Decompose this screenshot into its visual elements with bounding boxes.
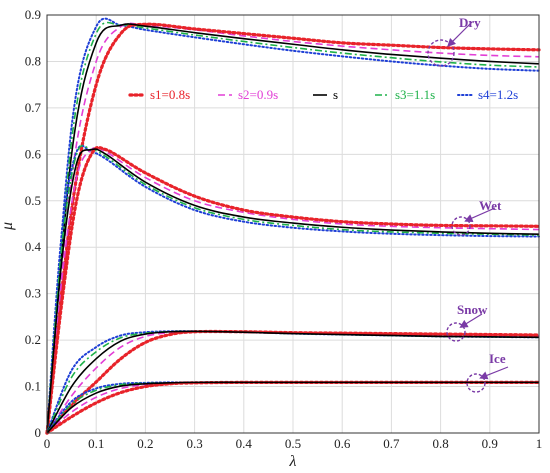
- legend-label: s3=1.1s: [395, 87, 435, 102]
- series-line-ice-s: [46, 381, 539, 434]
- series-layer: [45, 17, 541, 435]
- y-tick-label: 0.8: [25, 53, 41, 68]
- annotation-arrow: [479, 366, 509, 380]
- y-tick-label: 0.2: [25, 332, 41, 347]
- x-tick-label: 0: [44, 436, 51, 451]
- legend-label: s1=0.8s: [150, 87, 190, 102]
- x-axis-label: λ: [289, 453, 297, 470]
- x-tick-label: 0.3: [186, 436, 202, 451]
- series-line-wet-s108s: [45, 145, 541, 435]
- y-tick-label: 0.3: [25, 286, 41, 301]
- y-tick-label: 0.4: [25, 239, 42, 254]
- series-line-wet-s: [46, 148, 540, 434]
- surface-label-ice: Ice: [489, 351, 506, 366]
- surface-annotations: Dry Wet Snow Ice: [427, 15, 509, 393]
- series-line-dry-s108s: [45, 22, 541, 435]
- x-tick-label: 0.2: [137, 436, 153, 451]
- x-tick-label: 1: [536, 436, 543, 451]
- series-line-dry-s: [46, 23, 540, 434]
- x-tick-label: 0.1: [88, 436, 104, 451]
- y-tick-label: 0.6: [25, 146, 42, 161]
- series-line-snow-s: [46, 330, 540, 434]
- annotation-ellipse: [427, 39, 455, 67]
- series-line-dry-s412s: [46, 17, 540, 434]
- legend: s1=0.8s s2=0.9s s s3=1.1s s4=1.2s: [128, 87, 518, 102]
- surface-label-dry: Dry: [459, 15, 481, 30]
- annotation-arrow: [459, 313, 483, 328]
- x-tick-label: 0.5: [285, 436, 301, 451]
- legend-label: s4=1.2s: [478, 87, 518, 102]
- legend-label: s2=0.9s: [238, 87, 278, 102]
- annotation-arrow: [464, 207, 496, 223]
- x-tick-label: 0.8: [432, 436, 448, 451]
- surface-label-snow: Snow: [457, 302, 488, 317]
- x-tick-label: 0.4: [236, 436, 253, 451]
- series-line-wet-s311s: [46, 144, 540, 434]
- annotation-ellipse: [446, 322, 466, 342]
- tick-labels: 0 0.1 0.2 0.3 0.4 0.5 0.6 0.7 0.8 0.9 1 0 0.1 0.2 0.3 0…: [25, 7, 543, 451]
- plot-frame: [46, 14, 540, 434]
- y-tick-label: 0.9: [25, 7, 41, 22]
- annotation-ellipse: [451, 216, 471, 236]
- series-line-wet-s412s: [46, 144, 540, 434]
- x-tick-label: 0.6: [334, 436, 351, 451]
- x-tick-label: 0.9: [482, 436, 498, 451]
- y-tick-label: 0.5: [25, 193, 41, 208]
- annotation-arrow: [447, 21, 473, 47]
- y-axis-label: μ: [0, 222, 16, 231]
- y-tick-label: 0.7: [25, 100, 42, 115]
- series-line-wet-s209s: [46, 146, 540, 434]
- y-tick-label: 0.1: [25, 379, 41, 394]
- surface-label-wet: Wet: [479, 198, 502, 213]
- x-tick-label: 0.7: [383, 436, 400, 451]
- annotation-ellipse: [466, 373, 486, 393]
- legend-label: s: [333, 87, 338, 102]
- y-tick-label: 0: [35, 425, 42, 440]
